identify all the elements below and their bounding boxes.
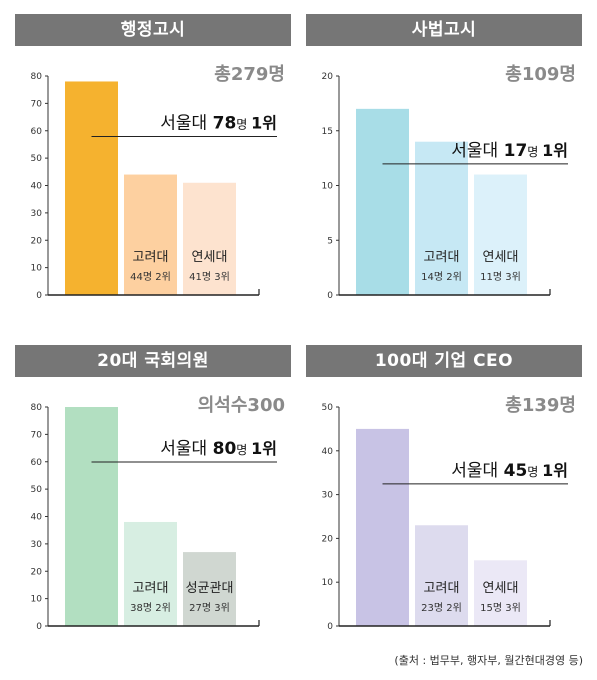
bar-label-count: 44명 2위: [130, 270, 171, 283]
bar-label-name: 연세대: [192, 250, 228, 265]
bar-chart: 0 10 20 30 40 50 고려대 23명 2위 연세대 15명 3위 서울대 45명 1위: [322, 403, 568, 632]
bar-3: [474, 560, 527, 626]
bar-label-count: 15명 3위: [480, 601, 521, 614]
bar-chart: 0 10 20 30 40 50 60 70 80 고려대 38명 2위 성균관대 27명 3위 서울대 …: [31, 403, 277, 632]
highlight-count: 78: [213, 113, 237, 133]
y-tick-label: 50: [322, 403, 334, 413]
bar-label-count: 38명 2위: [130, 601, 171, 614]
bar-1: [65, 407, 118, 626]
highlight-rank: 1위: [251, 113, 277, 132]
highlight-unit: 명: [236, 443, 251, 457]
chart-title: 행정고시: [15, 14, 291, 46]
bar-3: [474, 174, 527, 295]
y-tick-label: 80: [31, 403, 43, 413]
highlight-count: 45: [504, 461, 528, 481]
plot-area: 0 10 20 30 40 50 고려대 23명 2위 연세대 15명 3위 서울대 45명 1위: [322, 403, 568, 632]
chart-title: 20대 국회의원: [15, 345, 291, 377]
total-label: 총139명: [505, 395, 576, 416]
highlight-unit: 명: [527, 465, 542, 479]
y-tick-label: 40: [31, 182, 43, 192]
bar-label-name: 연세대: [483, 581, 519, 596]
y-tick-label: 10: [31, 264, 43, 274]
bar-2: [415, 525, 468, 626]
bar-label-name: 연세대: [483, 250, 519, 265]
bar-1: [356, 428, 409, 626]
highlight-label: 서울대 17명 1위: [451, 141, 568, 161]
bar-chart: 0 5 10 15 20 고려대 14명 2위 연세대 11명 3위 서울대 17명 1위: [322, 72, 568, 301]
y-tick-label: 30: [31, 540, 43, 550]
y-tick-label: 0: [327, 291, 333, 301]
bar-2: [124, 174, 177, 295]
bar-label-count: 41명 3위: [189, 270, 230, 283]
highlight-label: 서울대 45명 1위: [451, 461, 568, 481]
bar-chart: 0 10 20 30 40 50 60 70 80 고려대 44명 2위 연세대 41명 3위 서울대 7…: [31, 72, 277, 301]
chart-panel-lawmakers: 20대 국회의원 의석수300 0 10 20 30 40 50 60 70 80 고려대 38명 …: [15, 345, 291, 655]
bar-1: [65, 81, 118, 295]
y-tick-label: 40: [31, 513, 43, 523]
bar-3: [183, 182, 236, 295]
bar-3: [183, 552, 236, 626]
total-label: 총279명: [214, 64, 285, 85]
highlight-unit: 명: [236, 117, 251, 131]
highlight-rank: 1위: [542, 461, 568, 480]
y-tick-label: 50: [31, 154, 43, 164]
total-label: 의석수300: [197, 395, 285, 416]
bar-label-count: 11명 3위: [480, 270, 521, 283]
y-tick-label: 5: [327, 236, 333, 246]
y-tick-label: 20: [31, 236, 43, 246]
y-tick-label: 15: [322, 127, 333, 137]
highlight-count: 80: [213, 439, 237, 459]
highlight-name: 서울대: [451, 141, 503, 161]
bar-label-count: 14명 2위: [421, 270, 462, 283]
y-tick-label: 10: [322, 182, 334, 192]
y-tick-label: 0: [36, 291, 42, 301]
y-tick-label: 0: [36, 622, 42, 632]
y-tick-label: 60: [31, 127, 43, 137]
y-tick-label: 20: [31, 567, 43, 577]
bar-label-name: 성균관대: [186, 581, 234, 596]
chart-panel-ceo: 100대 기업 CEO 총139명 0 10 20 30 40 50 고려대 23명 2위 연세…: [306, 345, 582, 655]
y-tick-label: 50: [31, 485, 43, 495]
plot-area: 0 5 10 15 20 고려대 14명 2위 연세대 11명 3위 서울대 17명 1위: [322, 72, 568, 301]
y-tick-label: 80: [31, 72, 43, 82]
y-tick-label: 10: [31, 595, 43, 605]
plot-area: 0 10 20 30 40 50 60 70 80 고려대 44명 2위 연세대 41명 3위 서울대 7…: [31, 72, 277, 301]
chart-title: 사법고시: [306, 14, 582, 46]
y-tick-label: 60: [31, 458, 43, 468]
total-label: 총109명: [505, 64, 576, 85]
y-tick-label: 20: [322, 534, 334, 544]
highlight-label: 서울대 78명 1위: [160, 113, 277, 133]
bar-label-name: 고려대: [424, 250, 460, 265]
highlight-rank: 1위: [251, 439, 277, 458]
y-tick-label: 30: [31, 209, 43, 219]
bar-2: [415, 141, 468, 295]
y-tick-label: 40: [322, 447, 334, 457]
source-note: (출처 : 법무부, 행자부, 월간현대경영 등): [394, 654, 583, 667]
y-tick-label: 70: [31, 430, 43, 440]
y-tick-label: 0: [327, 622, 333, 632]
bar-1: [356, 108, 409, 295]
y-tick-label: 10: [322, 578, 334, 588]
highlight-count: 17: [504, 141, 528, 161]
y-tick-label: 20: [322, 72, 334, 82]
bar-2: [124, 521, 177, 626]
bar-label-name: 고려대: [133, 250, 169, 265]
highlight-unit: 명: [527, 145, 542, 159]
highlight-name: 서울대: [451, 461, 503, 481]
highlight-name: 서울대: [160, 439, 212, 459]
y-tick-label: 70: [31, 99, 43, 109]
bar-label-name: 고려대: [424, 581, 460, 596]
highlight-label: 서울대 80명 1위: [160, 439, 277, 459]
bar-label-count: 23명 2위: [421, 601, 462, 614]
highlight-name: 서울대: [160, 113, 212, 133]
highlight-rank: 1위: [542, 141, 568, 160]
bar-label-count: 27명 3위: [189, 601, 230, 614]
chart-panel-sabeop: 사법고시 총109명 0 5 10 15 20 고려대 14명 2위 연세대 11명 3위 서울대…: [306, 14, 582, 324]
y-tick-label: 30: [322, 491, 334, 501]
chart-title: 100대 기업 CEO: [306, 345, 582, 377]
bar-label-name: 고려대: [133, 581, 169, 596]
chart-panel-haengjeong: 행정고시 총279명 0 10 20 30 40 50 60 70 80 고려대 44명 2위 연세대…: [15, 14, 291, 324]
plot-area: 0 10 20 30 40 50 60 70 80 고려대 38명 2위 성균관대 27명 3위 서울대 …: [31, 403, 277, 632]
